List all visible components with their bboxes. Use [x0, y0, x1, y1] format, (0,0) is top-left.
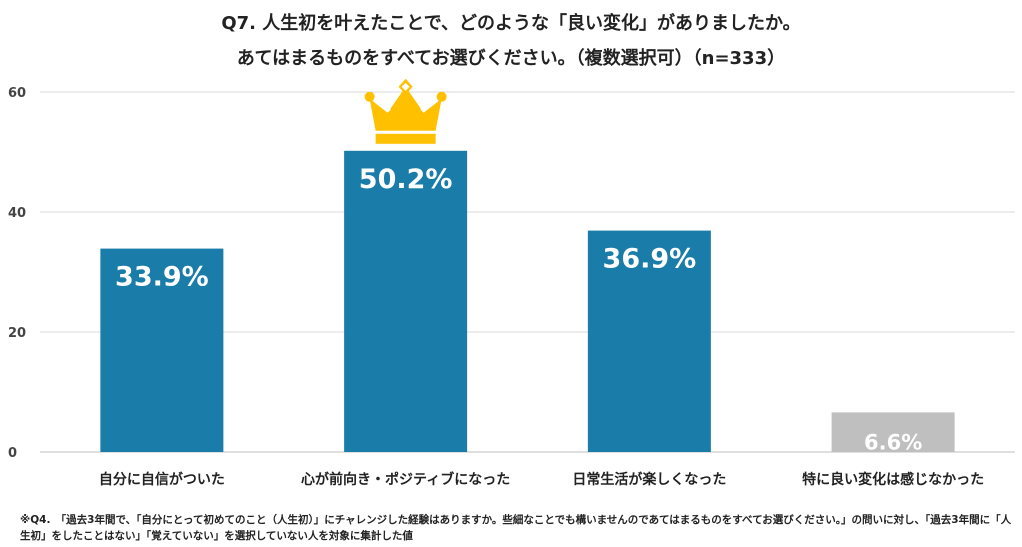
footnote: ※Q4. 「過去3年間で、「自分にとって初めてのこと（人生初）」にチャレンジした… — [20, 514, 1012, 542]
bar — [100, 248, 224, 452]
bar — [587, 230, 711, 452]
data-label: 33.9% — [115, 262, 209, 293]
bar — [831, 412, 955, 452]
x-tick-label: 日常生活が楽しくなった — [572, 471, 726, 488]
bar — [344, 150, 468, 453]
data-label: 50.2% — [359, 164, 453, 195]
crown-icon — [364, 78, 447, 144]
data-label: 36.9% — [603, 244, 697, 275]
x-tick-label: 特に良い変化は感じなかった — [802, 471, 984, 488]
data-label: 6.6% — [864, 430, 922, 454]
y-tick-label: 60 — [8, 86, 26, 101]
chart-subtitle: あてはまるものをすべてお選びください。（複数選択可）（n=333） — [236, 48, 786, 69]
chart-title: Q7. 人生初を叶えたことで、どのような「良い変化」がありましたか。 — [221, 13, 801, 34]
y-tick-label: 0 — [8, 446, 17, 461]
y-tick-label: 40 — [8, 206, 26, 221]
x-tick-label: 自分に自信がついた — [99, 471, 225, 488]
x-tick-label: 心が前向き・ポジティブになった — [301, 471, 510, 488]
y-tick-label: 20 — [8, 326, 26, 341]
bar-chart: 0 20 40 60 33.9% 自分に自信がついた 50.2% 心が前向き・ポジティブにな… — [8, 78, 1015, 488]
